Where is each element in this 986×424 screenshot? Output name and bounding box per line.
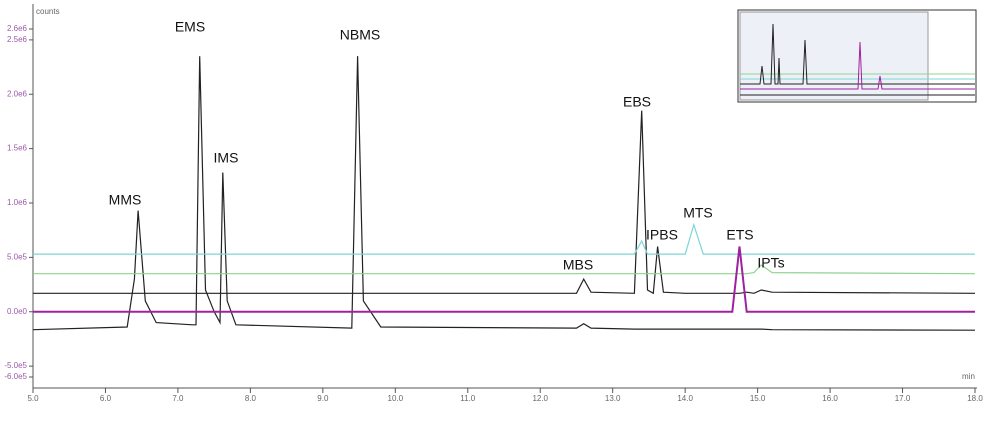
y-tick-label: 2.0e6 [7, 89, 28, 98]
x-tick-label: 14.0 [677, 394, 693, 403]
peak-label: IPTs [757, 255, 784, 271]
trace [33, 222, 975, 255]
peak-label: IMS [214, 150, 239, 166]
x-tick-label: 8.0 [245, 394, 257, 403]
y-axis-label: counts [36, 7, 60, 16]
x-tick-label: 6.0 [100, 394, 112, 403]
y-tick-label: 0.0e0 [7, 307, 28, 316]
inset-trace [740, 23, 975, 85]
inset-trace [740, 41, 975, 90]
overview-inset [737, 9, 977, 103]
peak-label: EMS [175, 19, 205, 35]
x-tick-label: 9.0 [317, 394, 329, 403]
x-tick-label: 5.0 [27, 394, 39, 403]
trace [32, 56, 976, 331]
y-tick-label: 2.6e6 [7, 24, 28, 33]
peak-label: ETS [726, 227, 753, 243]
inset-window [739, 11, 929, 101]
trace [33, 264, 976, 275]
x-tick-label: 17.0 [895, 394, 911, 403]
x-tick-label: 7.0 [172, 394, 184, 403]
x-tick-label: 15.0 [750, 394, 766, 403]
y-tick-label: 2.5e6 [7, 35, 28, 44]
y-tick-label: -5.0e5 [4, 361, 27, 370]
peak-label: MTS [683, 205, 713, 221]
x-tick-label: 11.0 [460, 394, 476, 403]
trace [33, 110, 976, 295]
peak-label: MMS [109, 192, 142, 208]
peak-label: EBS [623, 94, 651, 110]
peak-label: NBMS [340, 27, 380, 43]
x-tick-label: 10.0 [388, 394, 404, 403]
y-tick-label: 5.0e5 [7, 252, 28, 261]
x-tick-label: 12.0 [532, 394, 548, 403]
peak-label: IPBS [646, 227, 678, 243]
y-tick-label: 1.5e6 [7, 144, 28, 153]
x-tick-label: 18.0 [967, 394, 983, 403]
peak-label: MBS [563, 257, 593, 273]
x-tick-label: 13.0 [605, 394, 621, 403]
x-tick-label: 16.0 [822, 394, 838, 403]
y-tick-label: 1.0e6 [7, 198, 28, 207]
y-tick-label: -6.0e5 [4, 372, 27, 381]
trace [33, 246, 975, 313]
x-axis-label: min [962, 372, 975, 381]
